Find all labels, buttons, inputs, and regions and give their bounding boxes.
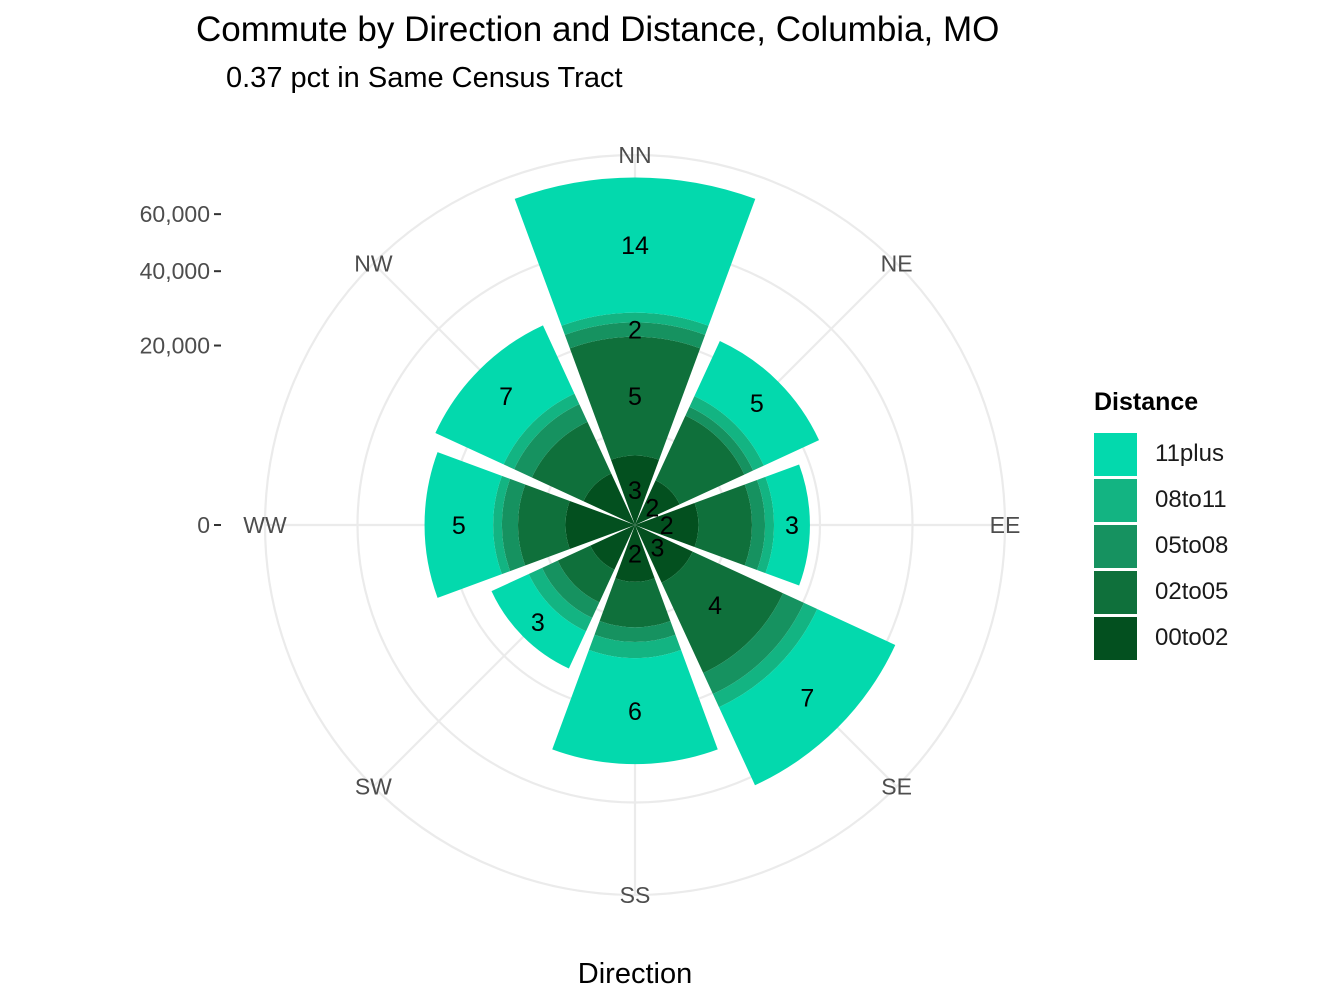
bar-value-label: 3 — [650, 534, 664, 562]
bar-segment — [491, 573, 587, 669]
legend-item: 08to11 — [1094, 477, 1228, 523]
bar-value-label: 2 — [628, 317, 642, 345]
bar-segment — [661, 551, 784, 674]
direction-tick-label: SE — [881, 774, 912, 800]
bar-segment — [590, 525, 635, 570]
y-tick-label: 20,000 — [140, 333, 210, 359]
legend-swatch — [1094, 478, 1137, 522]
legend-item: 02to05 — [1094, 569, 1228, 615]
bar-segment — [435, 325, 575, 465]
bar-segment — [757, 476, 775, 574]
radial-axis: 0 20,000 40,000 60,000 — [140, 201, 221, 538]
bar-segment — [615, 525, 655, 582]
legend-label: 08to11 — [1155, 486, 1227, 513]
bar-segment — [514, 404, 588, 478]
legend-item: 00to02 — [1094, 615, 1228, 661]
bar-segment — [557, 545, 615, 603]
bar-segment — [635, 480, 680, 525]
bar-segment — [565, 500, 635, 550]
legend-label: 02to05 — [1155, 578, 1229, 605]
bar-segment — [744, 479, 766, 571]
bar-segment — [594, 620, 676, 643]
y-tick-label: 60,000 — [140, 201, 210, 227]
bar-value-label: 6 — [628, 698, 642, 726]
direction-tick-label: SS — [620, 882, 651, 908]
legend-swatch — [1094, 524, 1137, 568]
bar-value-label: 3 — [785, 512, 799, 540]
bar-segment — [689, 396, 764, 471]
bar-segment — [599, 578, 671, 628]
bar-segment — [517, 484, 570, 566]
legend-swatch — [1094, 570, 1137, 614]
direction-tick-label: NW — [354, 250, 393, 276]
bar-value-label: 7 — [499, 383, 513, 411]
legend-label: 05to08 — [1155, 532, 1229, 559]
bar-segment — [564, 322, 706, 349]
bar-value-label: 5 — [628, 383, 642, 411]
y-tick-label: 40,000 — [140, 258, 210, 284]
bar-segment — [424, 452, 502, 598]
direction-tick-label: NN — [618, 142, 651, 168]
y-tick-label: 0 — [197, 512, 210, 538]
bar-value-label: 3 — [531, 609, 545, 637]
legend-swatch — [1094, 616, 1137, 660]
bar-value-label: 5 — [750, 390, 764, 418]
bar-segment — [552, 649, 718, 765]
bar-segment — [531, 421, 612, 502]
bar-segment — [655, 415, 745, 505]
chart-title: Commute by Direction and Distance, Colum… — [196, 10, 1000, 49]
x-axis-label: Direction — [577, 958, 693, 990]
bar-value-label: 2 — [645, 495, 659, 523]
bar-value-label: 2 — [660, 512, 674, 540]
legend-label: 11plus — [1155, 440, 1224, 467]
direction-tick-label: SW — [355, 774, 392, 800]
bar-value-label: 3 — [628, 477, 642, 505]
bar-segment — [493, 475, 511, 575]
bar-segment — [694, 484, 753, 566]
legend-swatch — [1094, 432, 1137, 476]
bar-segment — [569, 336, 701, 460]
chart-subtitle: 0.37 pct in Same Census Tract — [226, 62, 623, 94]
direction-tick-label: EE — [990, 512, 1021, 538]
direction-tick-label: NE — [881, 250, 913, 276]
legend: Distance 11plus 08to11 05to08 02to05 00to02 — [1094, 388, 1228, 661]
legend-item: 11plus — [1094, 431, 1228, 477]
bar-segment — [583, 473, 635, 525]
bar-value-label: 4 — [708, 592, 722, 620]
bar-segment — [635, 525, 693, 583]
bar-segment — [528, 567, 593, 632]
bar-segment — [588, 634, 682, 659]
bar-value-label: 7 — [800, 684, 814, 712]
bar-segment — [542, 560, 600, 618]
bar-segment — [501, 478, 526, 572]
bar-segment — [561, 312, 709, 335]
bar-segment — [514, 177, 756, 326]
bar-segment — [610, 455, 660, 525]
bar-segments — [424, 177, 896, 786]
bar-segment — [694, 340, 820, 466]
bar-segment — [719, 609, 896, 786]
bar-value-label: 2 — [628, 540, 642, 568]
bar-segment — [765, 464, 810, 586]
bar-value-label: 5 — [452, 512, 466, 540]
bar-segment — [503, 393, 580, 470]
bar-segment — [635, 503, 699, 547]
direction-tick-label: WW — [243, 512, 287, 538]
bar-segment — [712, 602, 818, 708]
legend-items: 11plus 08to11 05to08 02to05 00to02 — [1094, 431, 1228, 661]
legend-item: 05to08 — [1094, 523, 1228, 569]
legend-title: Distance — [1094, 388, 1199, 416]
bar-value-label: 14 — [621, 232, 649, 260]
bar-segment — [685, 406, 754, 475]
legend-label: 00to02 — [1155, 624, 1229, 651]
bar-segment — [703, 593, 804, 694]
